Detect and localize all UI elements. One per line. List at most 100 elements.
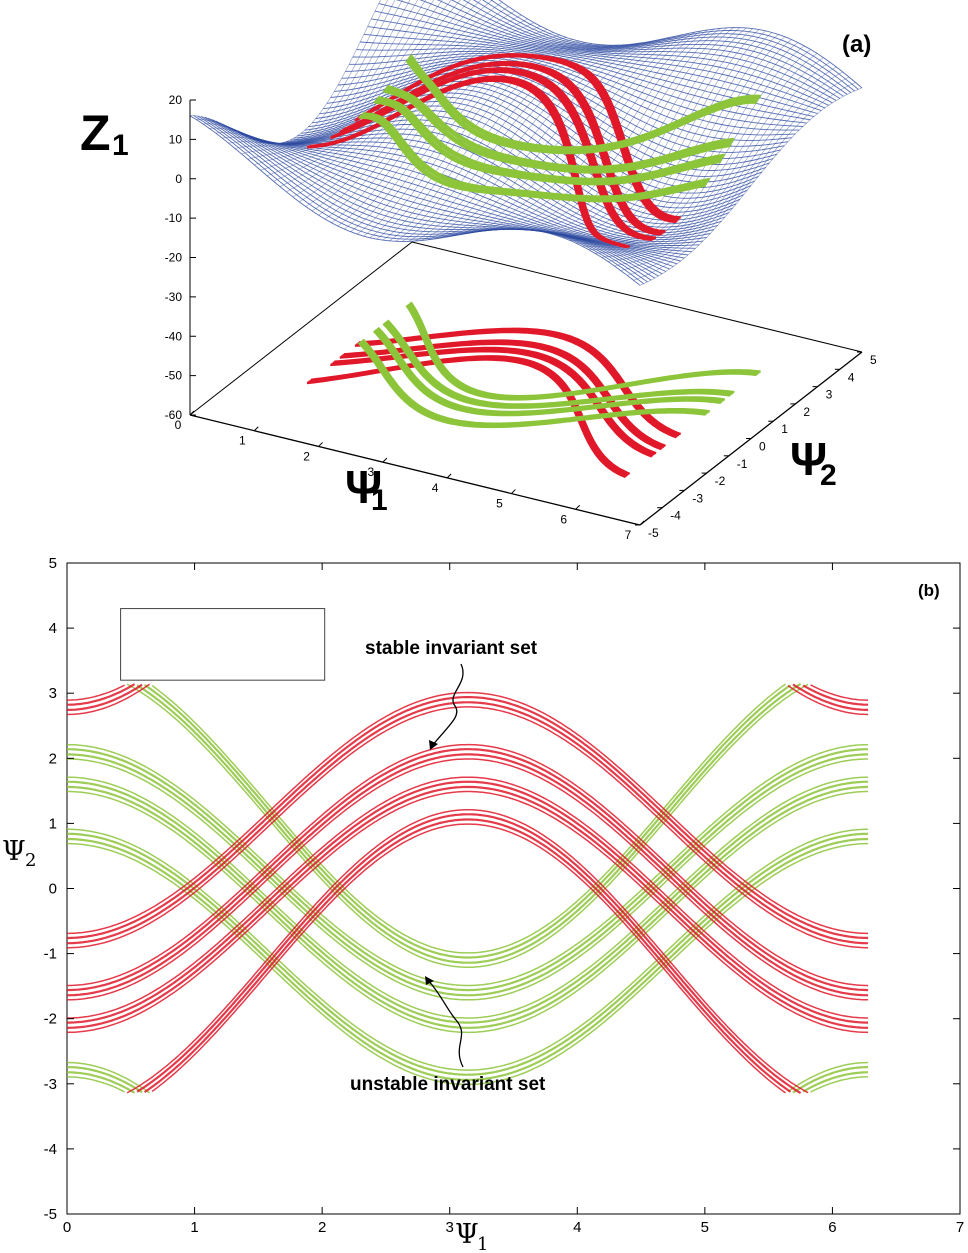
- panel-a-tag: (a): [842, 31, 871, 58]
- surface-curve: [384, 88, 732, 172]
- surface-line: [543, 30, 766, 239]
- surface-line: [633, 82, 856, 281]
- panel-b-tag: (b): [918, 581, 940, 600]
- strand-1-1-3: [67, 776, 869, 1019]
- psi2-tick-label: 4: [848, 370, 855, 384]
- plot-area-frame: [66, 562, 961, 1215]
- psi1-label-sub-b: 1: [477, 1234, 488, 1253]
- surface-line: [318, 25, 541, 216]
- surface-line: [549, 32, 773, 241]
- surface-line: [382, 44, 605, 241]
- surface-line: [215, 0, 411, 145]
- surface-line: [614, 66, 837, 267]
- surface-line: [389, 44, 612, 242]
- inset-box: [120, 608, 326, 681]
- y-tick-label: 5: [49, 555, 57, 572]
- psi1-tick-label: 3: [368, 465, 375, 479]
- surface-line: [344, 37, 567, 230]
- z-tick-label: -40: [165, 329, 183, 343]
- z-axis-label-main: Z: [80, 105, 111, 161]
- psi2-axis-ticks: -5 -4 -3 -2 -1 0 1 2 3 4 5: [635, 351, 877, 540]
- surface-line: [401, 44, 625, 242]
- projected-curve: [386, 319, 735, 406]
- surface-line: [556, 34, 779, 242]
- surface-line: [472, 31, 696, 233]
- y-tick-label: -4: [44, 1141, 57, 1158]
- psi1-tick-label: 2: [303, 449, 310, 463]
- y-tick-label: 0: [49, 881, 57, 898]
- surface-curve: [408, 55, 760, 151]
- psi1-tick-label: 4: [432, 481, 439, 495]
- psi2-tick-label: 3: [826, 388, 833, 402]
- surface-line: [266, 0, 482, 177]
- strand-1-1-0: [66, 790, 869, 1034]
- strand-0-3-1: [67, 837, 869, 1081]
- surface-line: [202, 0, 396, 145]
- psi1-tick-label: 7: [625, 528, 632, 542]
- y-tick-label: 3: [49, 685, 57, 702]
- projected-curve: [361, 338, 710, 425]
- y-tick-label: -2: [44, 1011, 57, 1028]
- surface-line: [421, 42, 644, 241]
- z-tick-label: -30: [165, 290, 183, 304]
- z-tick-label: 10: [169, 132, 183, 146]
- floor-edge-back-right: [411, 241, 863, 353]
- strand-0-0-2: [67, 683, 869, 1094]
- psi2-tick-label: 1: [781, 422, 788, 436]
- strand-1-3-2: [67, 696, 869, 940]
- projected-curve: [358, 327, 682, 436]
- surface-line: [395, 44, 618, 242]
- strand-0-2-2: [66, 780, 869, 1024]
- surface-line: [414, 43, 638, 242]
- psi2-tick-label: -3: [692, 491, 703, 505]
- z-axis-label-sub: 1: [112, 129, 129, 162]
- x-tick-label: 4: [573, 1219, 581, 1236]
- y-tick-label: 1: [49, 815, 57, 832]
- strand-1-2-2: [66, 748, 869, 992]
- surface-line: [569, 39, 792, 245]
- x-tick-label: 3: [446, 1219, 454, 1236]
- psi1-tick-label: 5: [496, 497, 503, 511]
- stable-annotation-arrow: [431, 663, 464, 747]
- axis-ticks: 0 1 2 3 4 5 6 7 -5 -4 -3 -2 -1 0 1 2 3 4 5: [44, 555, 965, 1236]
- strand-0-2-0: [67, 790, 869, 1034]
- strand-0-2-1: [66, 785, 869, 1029]
- surface-curve: [382, 89, 731, 174]
- surface-line: [588, 49, 811, 250]
- stable-arrow-head: [429, 740, 438, 750]
- surface-curve: [409, 53, 761, 149]
- psi2-tick-label: 0: [759, 440, 766, 454]
- psi1-tick: [575, 504, 581, 510]
- psi1-label-main-b: Ψ: [455, 1219, 479, 1250]
- psi1-tick: [318, 442, 323, 447]
- psi1-axis-label-3d: Ψ 1: [345, 461, 388, 517]
- psi1-axis-label: Ψ 1: [455, 1219, 488, 1253]
- z-axis-ticks: 20 10 0 -10 -20 -30 -40 -50 -60: [165, 93, 196, 422]
- surface-line: [492, 28, 715, 231]
- strand-0-3-0: [67, 842, 869, 1086]
- psi2-tick-label: 2: [803, 405, 810, 419]
- psi1-tick-label: 1: [239, 434, 246, 448]
- surface-line: [607, 61, 831, 262]
- surface-line: [209, 0, 403, 145]
- surface-curve: [385, 86, 734, 171]
- surface-curve: [362, 112, 711, 199]
- surface-line: [350, 39, 573, 232]
- floor-edge-front-left: [189, 414, 641, 526]
- panel-b-scatter-plot: 0 1 2 3 4 5 6 7 -5 -4 -3 -2 -1 0 1 2 3 4 5 (b) stable inva…: [2, 555, 964, 1253]
- unstable-arrow-head: [425, 976, 434, 985]
- x-tick-label: 7: [956, 1219, 964, 1236]
- floor-edge-back-left: [189, 241, 413, 416]
- surface-line: [524, 27, 747, 235]
- z-tick-label: 0: [175, 172, 182, 186]
- surface-curve: [374, 99, 723, 184]
- strand-1-0-3: [66, 684, 869, 1094]
- surface-line: [363, 42, 586, 237]
- projected-curve: [334, 346, 657, 455]
- surface-line: [620, 71, 843, 271]
- x-tick-label: 0: [63, 1219, 71, 1236]
- surface-curve: [361, 113, 709, 200]
- strand-1-2-3: [67, 743, 869, 987]
